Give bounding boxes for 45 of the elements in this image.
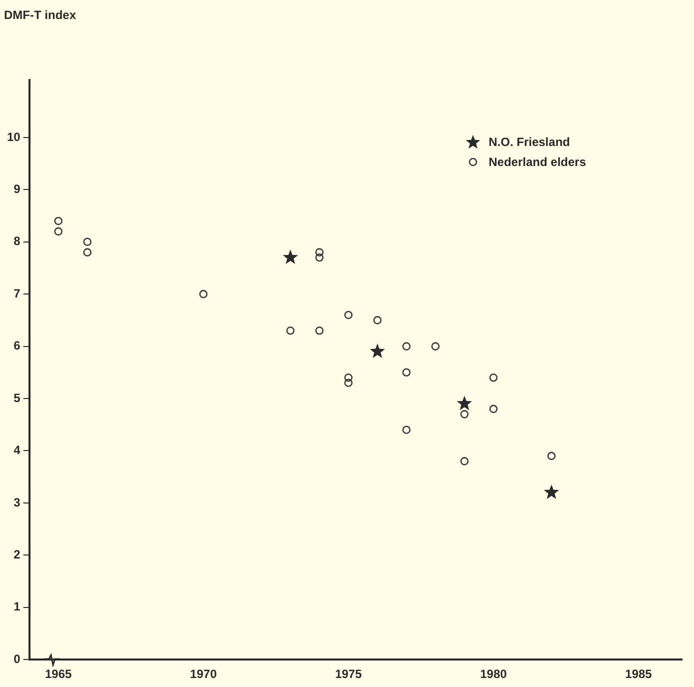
point [373, 316, 382, 324]
y-tick-label: 8 [14, 234, 21, 248]
y-tick-label: 4 [14, 443, 21, 458]
point [315, 326, 324, 335]
point [344, 310, 353, 320]
point [282, 250, 298, 264]
legend-label: N.O. Friesland [488, 135, 570, 149]
point [315, 253, 324, 262]
point [199, 290, 208, 298]
y-tick-label: 2 [14, 547, 21, 562]
legend-label: Nederland elders [488, 155, 586, 169]
y-axis-title: DMF-T index [4, 8, 76, 22]
x-tick-label: 1980 [480, 667, 508, 682]
point [402, 426, 411, 434]
point [431, 342, 440, 350]
point [83, 248, 92, 256]
x-tick-label: 1975 [335, 667, 362, 682]
point [456, 396, 472, 410]
point [489, 404, 498, 414]
y-tick-label: 0 [14, 652, 21, 666]
point [547, 452, 556, 460]
point [370, 344, 386, 358]
x-tick-label: 1965 [45, 667, 72, 682]
y-tick-label: 9 [14, 182, 21, 196]
y-tick-label: 7 [14, 286, 21, 300]
y-tick-label: 5 [14, 390, 21, 405]
point [402, 342, 411, 350]
point [315, 248, 324, 256]
point [344, 378, 353, 388]
point [83, 238, 92, 246]
y-tick-label: 6 [14, 338, 21, 353]
y-tick-label: 10 [6, 130, 21, 144]
point [286, 326, 295, 335]
point [54, 216, 63, 226]
point [544, 484, 560, 499]
y-tick-label: 1 [14, 600, 21, 614]
point [460, 410, 469, 418]
point [344, 373, 353, 382]
x-tick-label: 1970 [190, 667, 218, 682]
point [402, 368, 411, 377]
point [460, 457, 469, 466]
point [54, 227, 63, 236]
point [489, 373, 498, 382]
x-tick-label: 1985 [625, 667, 652, 682]
y-tick-label: 3 [14, 495, 21, 510]
